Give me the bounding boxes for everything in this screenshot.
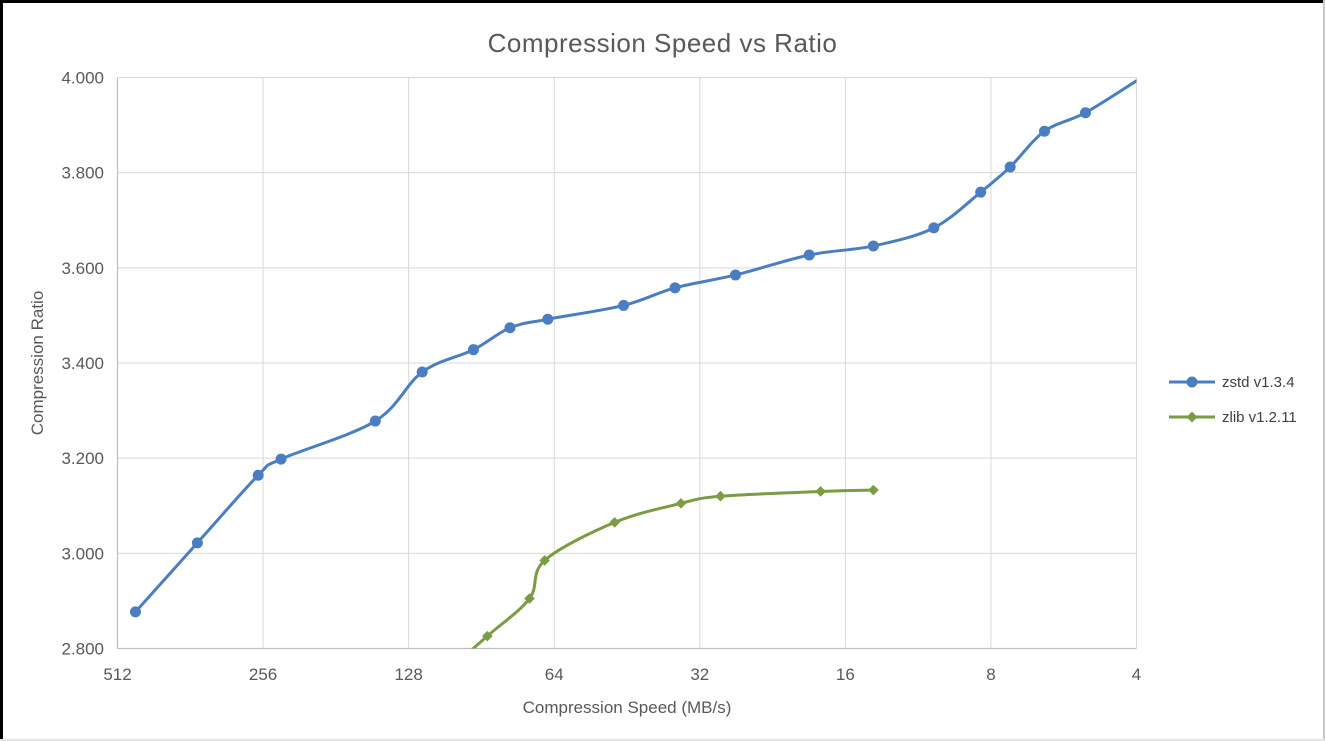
svg-text:4: 4 xyxy=(1132,665,1141,684)
frame-right-edge xyxy=(1323,0,1325,741)
svg-text:3.600: 3.600 xyxy=(61,259,104,278)
legend-item-zlib: zlib v1.2.11 xyxy=(1168,406,1297,428)
legend-item-zstd: zstd v1.3.4 xyxy=(1168,371,1297,393)
legend: zstd v1.3.4 zlib v1.2.11 xyxy=(1168,371,1297,428)
frame-left-edge xyxy=(0,0,3,741)
svg-text:4.000: 4.000 xyxy=(61,69,104,88)
svg-text:128: 128 xyxy=(394,665,422,684)
legend-label-zstd: zstd v1.3.4 xyxy=(1222,373,1295,391)
zlib-line-swatch-icon xyxy=(1169,411,1215,423)
svg-text:3.800: 3.800 xyxy=(61,164,104,183)
svg-text:8: 8 xyxy=(986,665,995,684)
x-axis-title: Compression Speed (MB/s) xyxy=(522,698,732,717)
svg-text:64: 64 xyxy=(545,665,564,684)
frame-bottom-edge xyxy=(0,739,1325,741)
svg-text:32: 32 xyxy=(690,665,709,684)
svg-text:16: 16 xyxy=(836,665,855,684)
frame-top-edge xyxy=(0,0,1325,3)
svg-text:2.800: 2.800 xyxy=(61,640,104,659)
svg-text:3.400: 3.400 xyxy=(61,354,104,373)
svg-text:512: 512 xyxy=(103,665,131,684)
chart-title: Compression Speed vs Ratio xyxy=(487,28,838,58)
legend-label-zlib: zlib v1.2.11 xyxy=(1222,408,1297,426)
y-axis-title: Compression Ratio xyxy=(28,290,47,436)
svg-text:3.200: 3.200 xyxy=(61,449,104,468)
svg-text:3.000: 3.000 xyxy=(61,544,104,563)
svg-text:256: 256 xyxy=(249,665,277,684)
zstd-line-swatch-icon xyxy=(1169,376,1215,388)
